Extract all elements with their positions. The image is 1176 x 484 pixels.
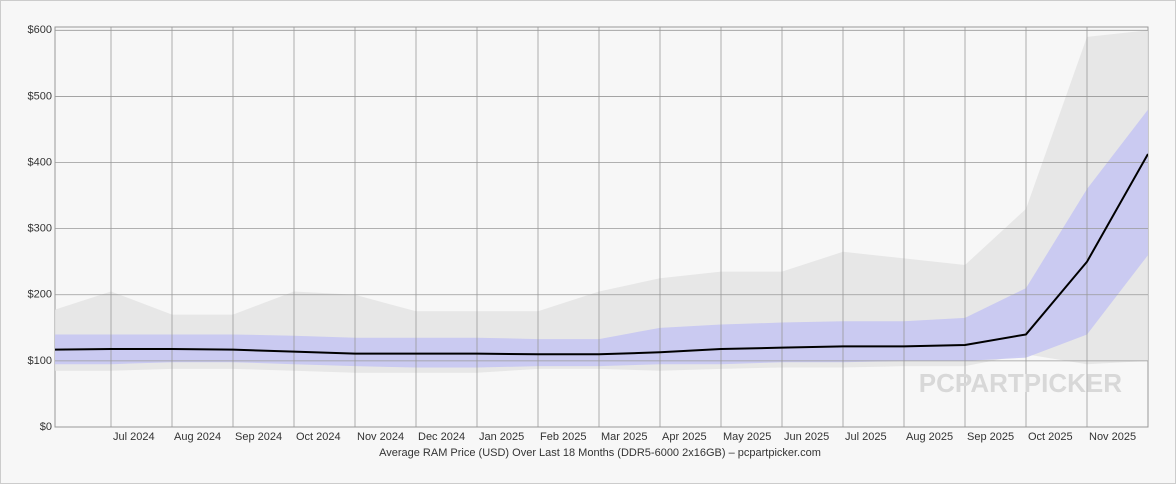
price-spread xyxy=(55,109,1148,368)
x-tick-label: Sep 2025 xyxy=(967,431,1014,443)
x-tick-label: Mar 2025 xyxy=(601,431,647,443)
y-tick-label: $100 xyxy=(28,355,52,367)
y-tick-label: $600 xyxy=(28,24,52,36)
x-tick-label: Jul 2024 xyxy=(113,431,155,443)
x-tick-label: Sep 2024 xyxy=(235,431,282,443)
y-tick-label: $500 xyxy=(28,90,52,102)
y-tick-label: $0 xyxy=(40,421,52,433)
x-tick-label: Nov 2024 xyxy=(357,431,404,443)
y-tick-label: $400 xyxy=(28,156,52,168)
x-axis-label: Average RAM Price (USD) Over Last 18 Mon… xyxy=(379,447,821,459)
watermark: PCPARTPICKER xyxy=(919,368,1122,398)
x-tick-label: Dec 2024 xyxy=(418,431,465,443)
price-line xyxy=(55,153,1148,356)
x-tick-label: Oct 2025 xyxy=(1028,431,1073,443)
x-tick-label: Jun 2025 xyxy=(784,431,829,443)
y-tick-label: $200 xyxy=(28,289,52,301)
y-tick-label: $300 xyxy=(28,223,52,235)
range-band xyxy=(55,30,1148,373)
x-tick-label: Feb 2025 xyxy=(540,431,586,443)
x-tick-label: Aug 2024 xyxy=(174,431,221,443)
x-tick-label: Jan 2025 xyxy=(479,431,524,443)
x-tick-label: Oct 2024 xyxy=(296,431,341,443)
x-tick-label: Jul 2025 xyxy=(845,431,887,443)
x-tick-label: May 2025 xyxy=(723,431,771,443)
x-tick-label: Aug 2025 xyxy=(906,431,953,443)
x-tick-label: Nov 2025 xyxy=(1089,431,1136,443)
plot xyxy=(55,27,1148,427)
x-tick-label: Apr 2025 xyxy=(662,431,707,443)
